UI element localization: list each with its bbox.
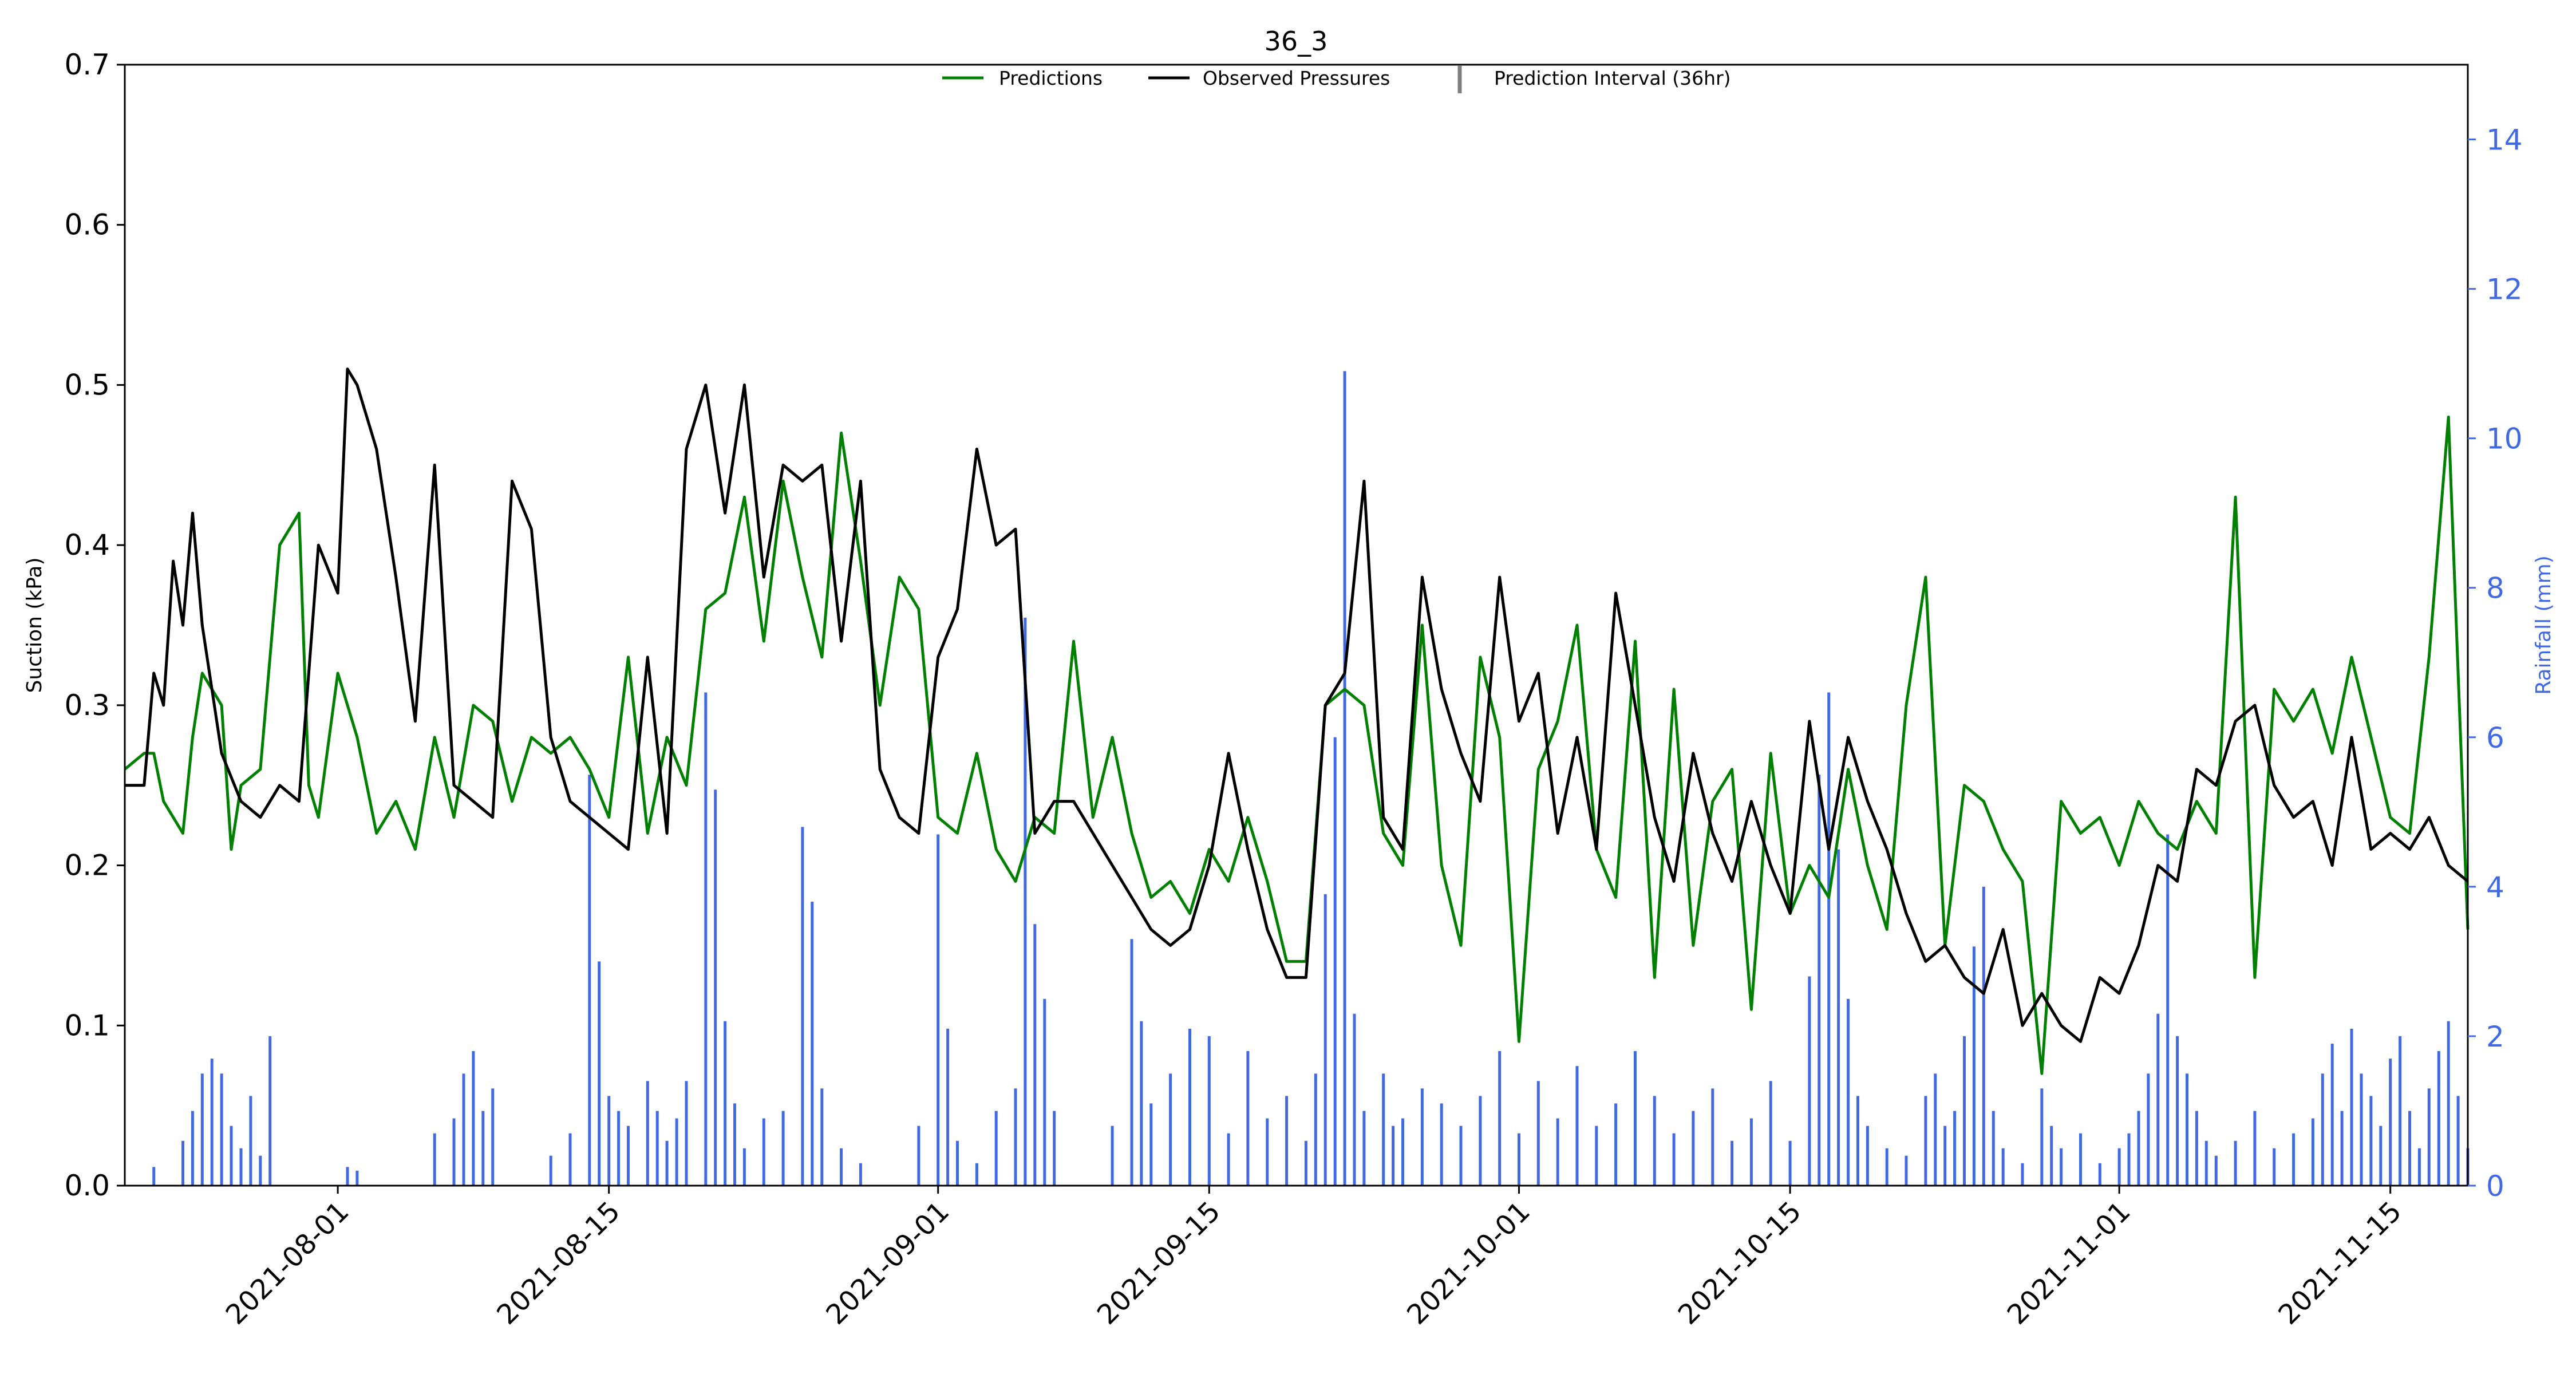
y2-tick-label: 10 [2486,423,2523,456]
y-tick-label: 0.6 [64,208,110,242]
series-line-observed-pressures [125,368,2469,1043]
rainfall-bars [152,371,2470,1186]
legend: Predictions Observed Pressures Predictio… [942,66,1731,93]
legend-label-observed: Observed Pressures [1203,67,1390,89]
y2-tick-label: 8 [2486,572,2504,605]
legend-label-interval: Prediction Interval (36hr) [1494,67,1731,89]
series-lines [124,368,2470,1075]
y2-tick-label: 4 [2486,871,2504,904]
series-line-predictions [124,415,2470,1075]
y2-tick-label: 0 [2486,1170,2504,1203]
y2-tick-label: 12 [2486,273,2523,306]
y-axis-label: Suction (kPa) [23,558,46,693]
y-tick-label: 0.3 [64,689,110,722]
chart-title: 36_3 [1265,26,1328,57]
plot-frame [124,64,2469,1187]
y2-axis-label: Rainfall (mm) [2532,555,2555,695]
y2-tick-label: 6 [2486,721,2504,755]
y2-tick-label: 14 [2486,124,2523,157]
y-tick-label: 0.1 [64,1009,110,1042]
y-tick-label: 0.2 [64,849,110,882]
y2-tick-label: 2 [2486,1020,2504,1053]
legend-label-predictions: Predictions [999,67,1103,89]
y-tick-label: 0.7 [64,48,110,81]
y-tick-label: 0.4 [64,528,110,562]
y-tick-label: 0.0 [64,1169,110,1202]
y-tick-label: 0.5 [64,368,110,401]
